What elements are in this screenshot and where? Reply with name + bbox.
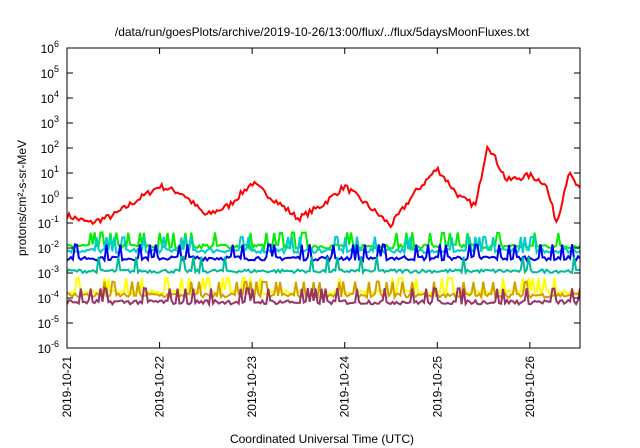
x-tick-label: 2019-10-24 xyxy=(338,356,352,418)
series-line xyxy=(67,235,580,257)
series-line xyxy=(67,286,580,308)
y-axis-label: protons/cm²-s-sr-MeV xyxy=(15,140,29,256)
y-tick-label: 101 xyxy=(41,164,59,181)
x-tick-label: 2019-10-22 xyxy=(153,356,167,418)
x-tick-label: 2019-10-23 xyxy=(245,356,259,418)
y-tick-label: 10-4 xyxy=(38,289,59,306)
y-tick-label: 10-2 xyxy=(38,239,59,256)
y-tick-label: 104 xyxy=(41,89,59,106)
x-tick-label: 2019-10-25 xyxy=(430,356,444,418)
x-tick-label: 2019-10-26 xyxy=(523,356,537,418)
x-tick-label: 2019-10-21 xyxy=(60,356,74,418)
y-tick-label: 106 xyxy=(41,39,59,56)
x-axis-label: Coordinated Universal Time (UTC) xyxy=(230,432,414,446)
x-axis: 2019-10-21 2019-10-22 2019-10-23 2019-10-24… xyxy=(60,48,537,417)
y-tick-label: 10-6 xyxy=(38,339,59,356)
y-tick-label: 100 xyxy=(41,189,59,206)
series-layer xyxy=(67,144,580,308)
chart-title: /data/run/goesPlots/archive/2019-10-26/1… xyxy=(115,25,530,39)
series-line xyxy=(67,255,580,276)
series-line xyxy=(67,144,580,229)
series-line xyxy=(67,280,580,301)
y-tick-label: 103 xyxy=(41,114,59,131)
series-line xyxy=(67,243,580,264)
y-axis: 10-6 10-5 10-4 10-3 10-2 10-1 100 101 102 103 104 1… xyxy=(38,39,580,356)
y-tick-label: 105 xyxy=(41,64,59,81)
y-tick-label: 10-1 xyxy=(38,214,59,231)
y-tick-label: 10-5 xyxy=(38,314,59,331)
y-tick-label: 10-3 xyxy=(38,264,59,281)
y-tick-label: 102 xyxy=(41,139,59,156)
